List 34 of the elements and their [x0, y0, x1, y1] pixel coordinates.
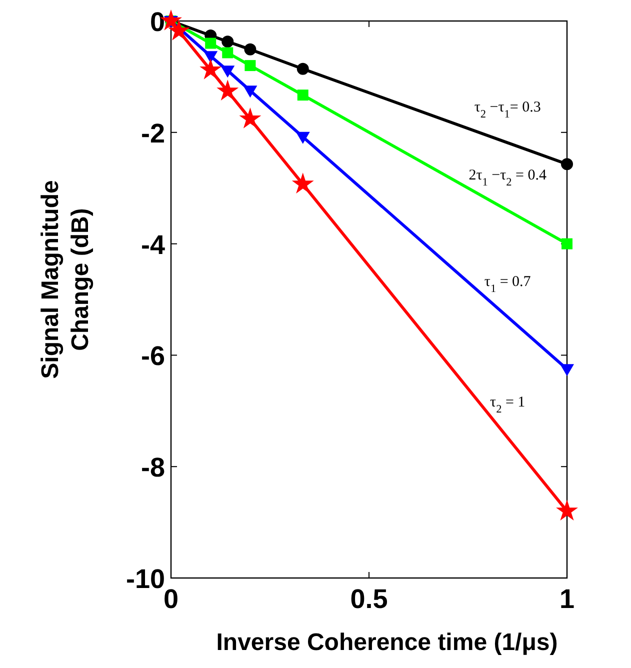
x-tick-label: 0.5: [350, 584, 388, 614]
annotation: τ$_{1}$ = 0.7: [484, 274, 532, 295]
point: [562, 238, 572, 250]
point: [216, 80, 239, 101]
point: [222, 47, 234, 58]
point: [168, 19, 190, 40]
point: [560, 364, 574, 376]
y-tick-label: -6: [140, 341, 165, 372]
y-tick-label: -8: [140, 452, 165, 483]
y-tick-label: -2: [140, 118, 165, 148]
point: [239, 107, 262, 128]
annotation: 2τ$_{1}$ −τ$_{2}$ = 0.4: [468, 167, 547, 188]
point: [297, 90, 308, 101]
y-tick-label: -10: [126, 564, 165, 594]
y-tick-label: 0: [150, 7, 165, 37]
annotation: τ$_{2}$ −τ$_{1}$= 0.3: [474, 100, 541, 121]
x-tick-label: 1: [559, 584, 575, 614]
annotation: τ$_{2}$ = 1: [490, 394, 526, 416]
point: [220, 66, 235, 78]
point: [296, 62, 309, 75]
point: [200, 58, 222, 80]
point: [244, 60, 256, 72]
point: [204, 51, 218, 64]
point: [222, 36, 234, 48]
point: [292, 172, 314, 194]
y-axis-title: Signal Magnitude Change (dB): [37, 180, 94, 379]
point: [205, 38, 216, 49]
point: [561, 158, 573, 170]
y-tick-label: -4: [140, 230, 165, 260]
point: [244, 43, 256, 56]
point: [243, 86, 258, 98]
x-axis-title: Inverse Coherence time (1/μs): [216, 629, 558, 656]
point: [556, 500, 578, 521]
point: [296, 132, 310, 144]
